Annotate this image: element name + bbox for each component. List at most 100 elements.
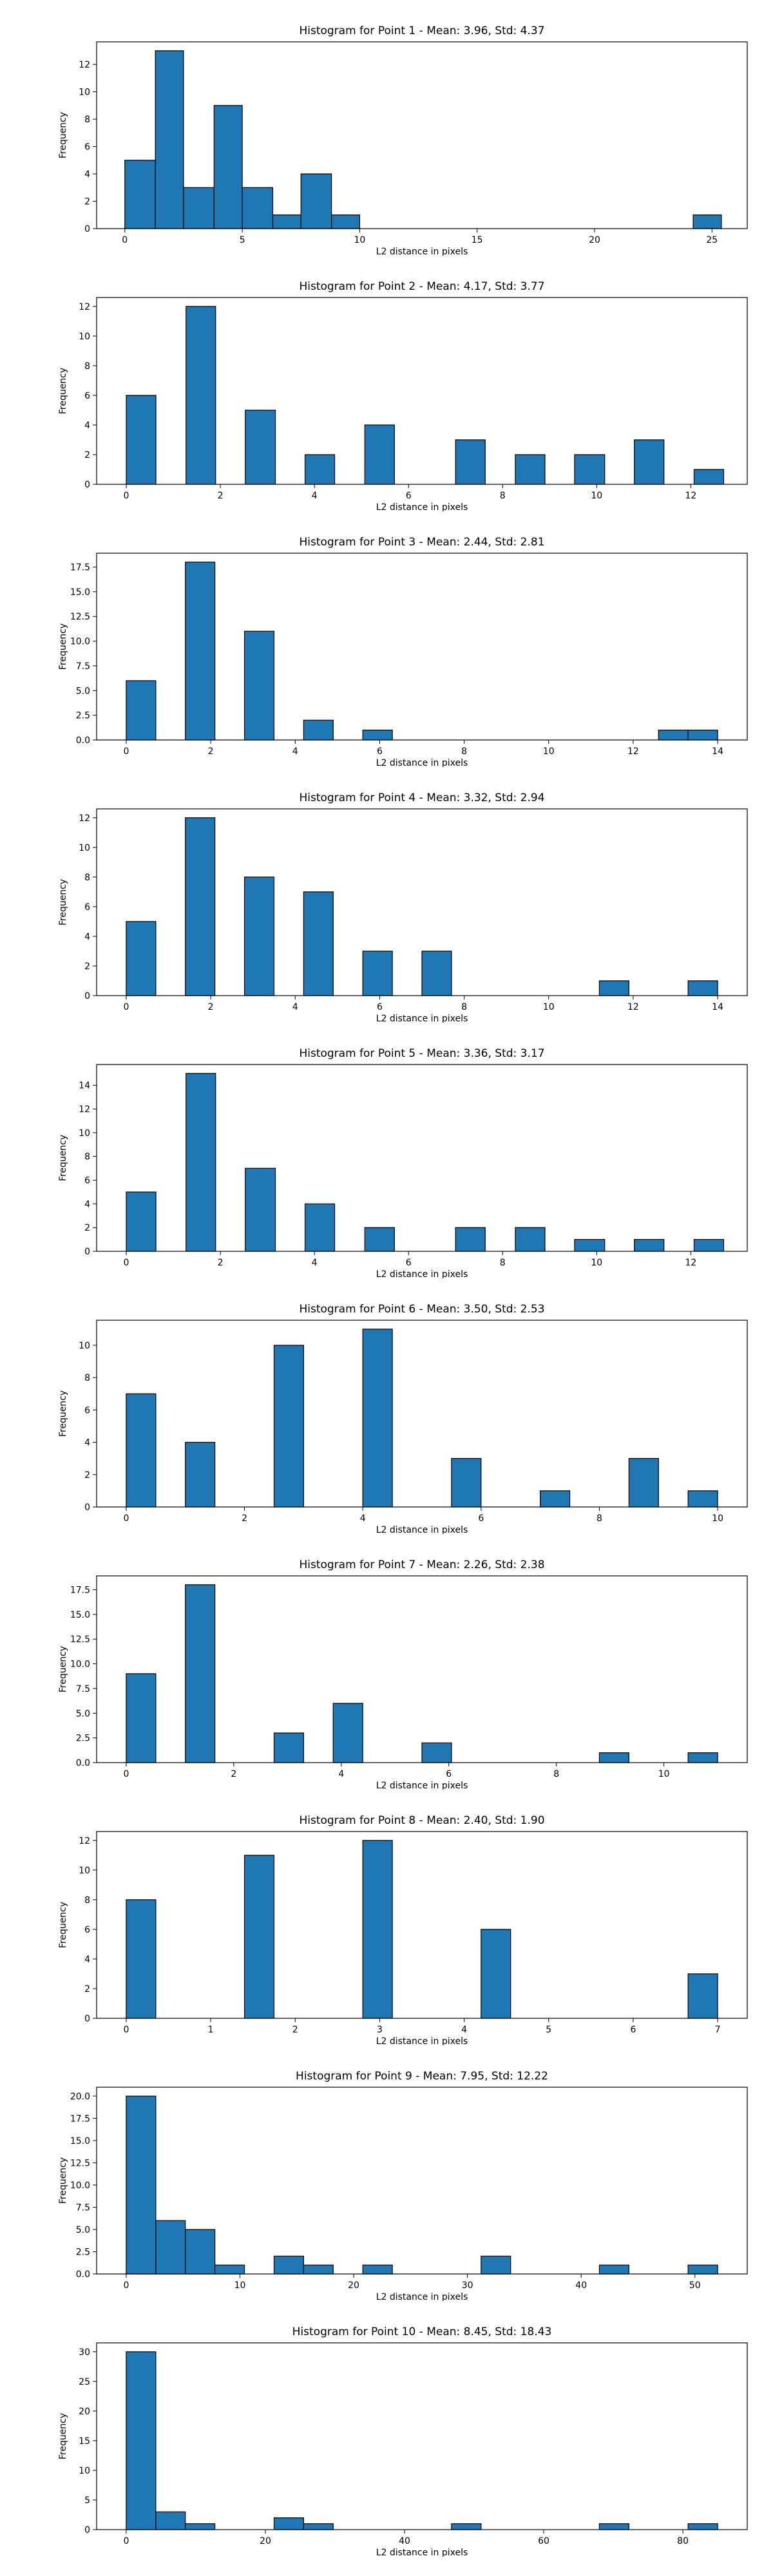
histogram-bar [331, 214, 360, 229]
x-tick-label: 2 [242, 1513, 247, 1524]
y-tick-label: 17.5 [70, 2114, 90, 2124]
y-tick-label: 6 [84, 1176, 90, 1186]
x-tick-label: 4 [360, 1513, 366, 1524]
histogram-bar [687, 730, 718, 741]
chart-title: Histogram for Point 7 - Mean: 2.26, Std:… [299, 1558, 544, 1571]
y-tick-label: 7.5 [76, 661, 90, 672]
histogram-bar [300, 173, 332, 229]
histogram-bar [155, 50, 184, 229]
y-tick-label: 4 [84, 1199, 90, 1209]
x-tick-label: 8 [553, 1769, 559, 1779]
x-tick-label: 10 [543, 746, 555, 757]
plot-frame [96, 1831, 748, 2019]
histogram-bar [362, 1329, 393, 1508]
histogram-chart-10: Histogram for Point 10 - Mean: 8.45, Std… [58, 2325, 748, 2557]
histogram-chart-5: Histogram for Point 5 - Mean: 3.36, Std:… [58, 1047, 748, 1278]
histogram-bar [185, 2229, 216, 2275]
plot-frame [96, 1575, 748, 1763]
chart-title: Histogram for Point 3 - Mean: 2.44, Std:… [299, 536, 544, 549]
y-tick-label: 20 [79, 2407, 90, 2417]
x-tick-label: 40 [399, 2536, 410, 2546]
x-tick-label: 2 [208, 746, 214, 757]
chart-title: Histogram for Point 4 - Mean: 3.32, Std:… [299, 791, 544, 804]
y-tick-label: 2 [84, 450, 90, 460]
histogram-bar [213, 105, 243, 229]
y-tick-label: 4 [84, 421, 90, 431]
histogram-chart-4: Histogram for Point 4 - Mean: 3.32, Std:… [58, 791, 748, 1023]
histogram-bar [126, 1191, 157, 1252]
x-tick-label: 6 [630, 2025, 636, 2035]
histogram-bar [243, 876, 275, 996]
y-tick-label: 12 [79, 302, 90, 312]
y-tick-label: 2 [84, 1984, 90, 1994]
histogram-bar [303, 2264, 334, 2275]
chart-title: Histogram for Point 6 - Mean: 3.50, Std:… [299, 1303, 544, 1316]
histogram-bar [634, 1238, 665, 1252]
x-tick-label: 6 [478, 1513, 484, 1524]
histogram-bar [185, 1441, 216, 1508]
y-tick-label: 0 [84, 991, 90, 1001]
y-tick-label: 15.0 [70, 2136, 90, 2146]
y-tick-label: 0.0 [76, 2269, 90, 2280]
histogram-bar [687, 1973, 718, 2019]
y-axis-label: Frequency [58, 879, 68, 925]
y-tick-label: 10 [79, 1866, 90, 1876]
histogram-bar [362, 1840, 393, 2019]
y-axis-label: Frequency [58, 2413, 68, 2459]
y-tick-label: 4 [84, 1438, 90, 1448]
histogram-bar [658, 730, 689, 741]
x-tick-label: 20 [589, 235, 600, 245]
histogram-bar [126, 680, 157, 741]
x-tick-label: 0 [123, 2025, 129, 2035]
y-axis-label: Frequency [58, 1646, 68, 1692]
x-tick-label: 6 [377, 746, 383, 757]
y-tick-label: 12.5 [70, 612, 90, 622]
histogram-bar [362, 2264, 393, 2275]
y-tick-label: 0 [84, 1502, 90, 1513]
y-tick-label: 0 [84, 2014, 90, 2024]
histogram-bar [303, 2523, 334, 2530]
x-tick-label: 12 [627, 746, 639, 757]
histogram-bar [598, 1752, 629, 1763]
histogram-bar [273, 1345, 304, 1508]
chart-title: Histogram for Point 5 - Mean: 3.36, Std:… [299, 1047, 544, 1060]
x-tick-label: 2 [218, 491, 224, 501]
histogram-bar [155, 2220, 186, 2275]
x-axis-label: L2 distance in pixels [376, 502, 468, 511]
x-tick-label: 8 [461, 1002, 467, 1012]
chart-title: Histogram for Point 1 - Mean: 3.96, Std:… [299, 24, 544, 37]
y-tick-label: 14 [79, 1081, 90, 1091]
x-tick-label: 30 [462, 2280, 473, 2291]
y-tick-label: 10.0 [70, 1660, 90, 1670]
y-tick-label: 7.5 [76, 1684, 90, 1694]
x-tick-label: 6 [406, 1258, 412, 1268]
y-tick-label: 0 [84, 224, 90, 234]
x-axis-label: L2 distance in pixels [376, 2292, 468, 2301]
x-tick-label: 0 [124, 491, 129, 501]
histogram-chart-7: Histogram for Point 7 - Mean: 2.26, Std:… [58, 1558, 748, 1790]
x-tick-label: 8 [461, 746, 467, 757]
plot-frame [96, 297, 748, 485]
histogram-bar [332, 1703, 363, 1763]
x-axis-label: L2 distance in pixels [376, 758, 468, 767]
x-axis-label: L2 distance in pixels [376, 1269, 468, 1278]
y-tick-label: 0 [84, 2525, 90, 2535]
histogram-bar [245, 1168, 276, 1252]
histogram-bar [245, 410, 276, 485]
histogram-bar [687, 2523, 718, 2530]
histogram-bar [574, 454, 606, 485]
histogram-bar [155, 2511, 186, 2530]
y-tick-label: 0 [84, 480, 90, 490]
histogram-bar [515, 1227, 546, 1252]
y-tick-label: 4 [84, 932, 90, 942]
histogram-bar [126, 1393, 157, 1508]
histogram-bar [362, 951, 393, 996]
x-axis-label: L2 distance in pixels [376, 2036, 468, 2045]
x-tick-label: 14 [712, 746, 723, 757]
y-tick-label: 10.0 [70, 2181, 90, 2191]
y-tick-label: 5.0 [76, 1709, 90, 1719]
histogram-bar [598, 2264, 629, 2275]
x-tick-label: 2 [208, 1002, 214, 1012]
x-tick-label: 20 [260, 2536, 271, 2546]
